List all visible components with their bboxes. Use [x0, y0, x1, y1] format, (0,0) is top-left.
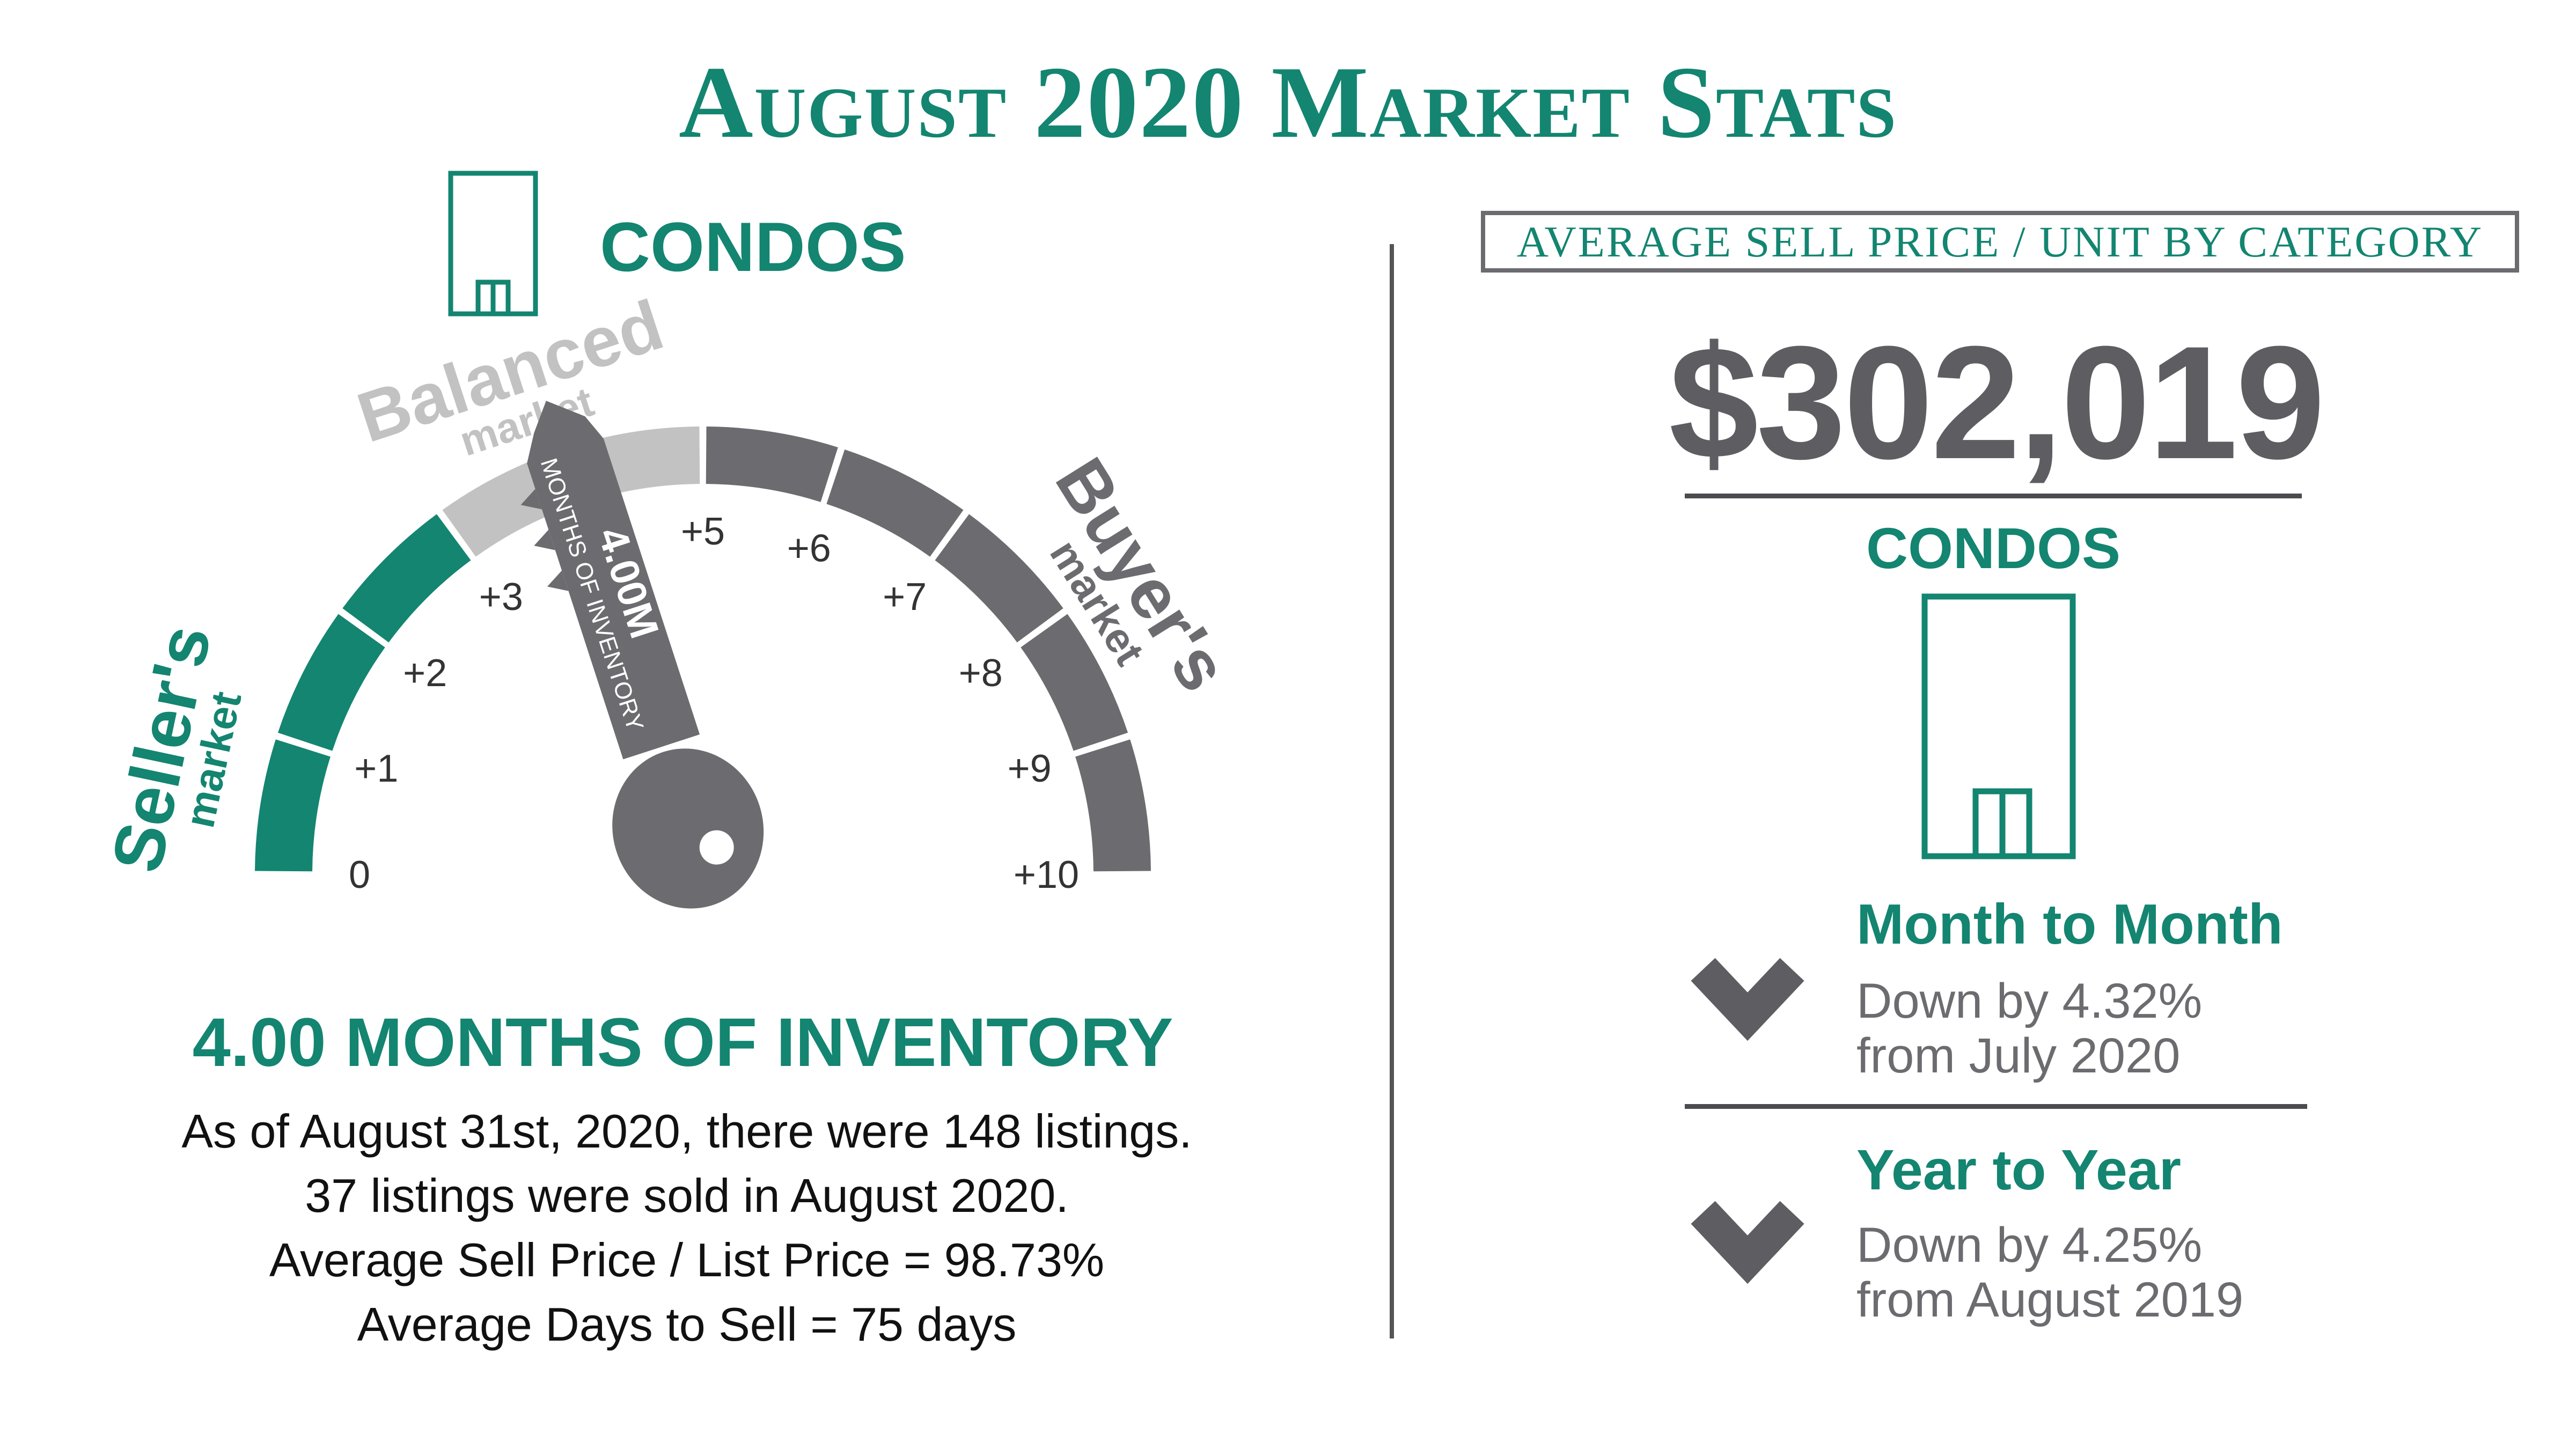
vertical-divider	[1390, 244, 1394, 1338]
month-to-month-period: from July 2020	[1856, 1028, 2181, 1083]
gauge-segment	[1075, 739, 1151, 872]
gauge-tick-labels: 0+1+2+3+4+5+6+7+8+9+10	[349, 510, 1079, 896]
month-to-month-change: Down by 4.32%	[1856, 974, 2203, 1028]
stat-sell-list-ratio: Average Sell Price / List Price = 98.73%	[269, 1233, 1105, 1286]
building-icon-large	[1921, 593, 2076, 859]
page-title: August 2020 Market Stats	[678, 45, 1897, 159]
gauge-tick-label: +2	[403, 652, 447, 695]
gauge-tick-label: 0	[349, 854, 370, 896]
gauge-segment	[826, 449, 964, 557]
average-sell-price: $302,019	[1669, 312, 2325, 492]
price-underline	[1685, 494, 2302, 498]
stat-days-to-sell: Average Days to Sell = 75 days	[357, 1298, 1017, 1351]
category-box-label: AVERAGE SELL PRICE / UNIT BY CATEGORY	[1516, 217, 2484, 266]
building-icon	[448, 171, 538, 317]
gauge-tick-label: +9	[1008, 747, 1052, 790]
category-label: CONDOS	[600, 208, 906, 286]
month-to-month-heading: Month to Month	[1856, 893, 2283, 956]
year-to-year-change: Down by 4.25%	[1856, 1218, 2203, 1273]
gauge-segment	[277, 614, 385, 751]
section-divider	[1685, 1104, 2307, 1109]
inventory-headline: 4.00 MONTHS OF INVENTORY	[192, 1004, 1173, 1081]
gauge-segment	[935, 514, 1063, 643]
gauge-tick-label: +10	[1014, 854, 1079, 896]
gauge-segment	[1021, 614, 1128, 751]
chevron-down-icon	[1691, 1201, 1804, 1284]
gauge-tick-label: +7	[883, 576, 927, 619]
stat-sold: 37 listings were sold in August 2020.	[305, 1169, 1069, 1222]
chevron-down-icon	[1691, 958, 1804, 1041]
category-label-right: CONDOS	[1866, 516, 2121, 580]
gauge-tick-label: +1	[354, 747, 398, 790]
category-box: AVERAGE SELL PRICE / UNIT BY CATEGORY	[1481, 211, 2519, 273]
gauge-tick-label: +8	[959, 652, 1003, 695]
gauge-tick-label: +3	[479, 576, 523, 619]
year-to-year-period: from August 2019	[1856, 1273, 2244, 1327]
stat-listings: As of August 31st, 2020, there were 148 …	[181, 1105, 1192, 1158]
gauge-tick-label: +5	[681, 510, 725, 553]
gauge-segment	[706, 426, 838, 502]
inventory-gauge: 0+1+2+3+4+5+6+7+8+9+10 Seller'smarketBal…	[97, 285, 1244, 909]
gauge-segment	[255, 739, 331, 872]
gauge-tick-label: +6	[787, 527, 831, 570]
year-to-year-heading: Year to Year	[1856, 1138, 2182, 1202]
gauge-segment	[342, 514, 471, 643]
